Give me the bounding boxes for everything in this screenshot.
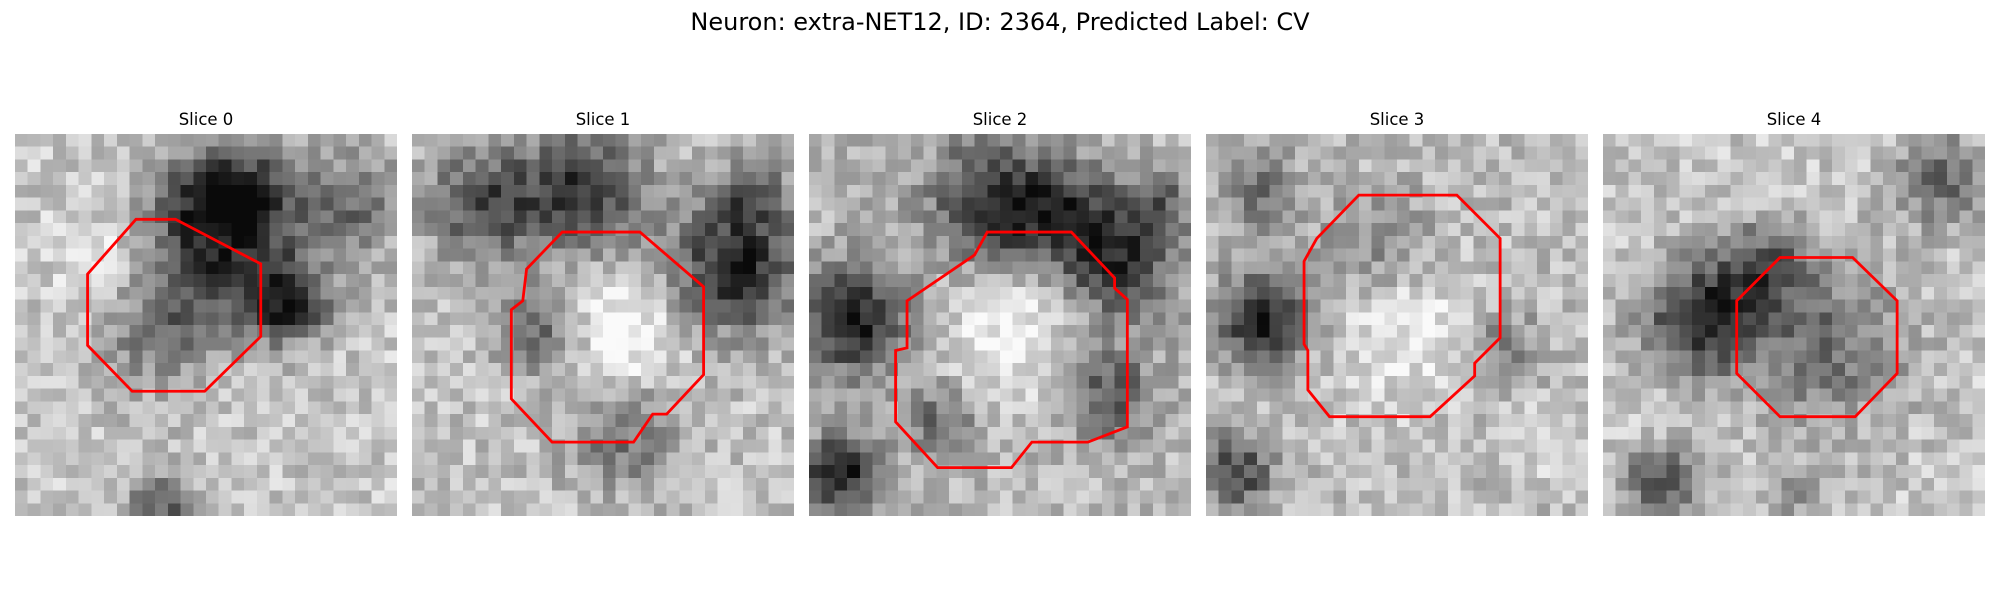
- slice-panel-1: Slice 1: [412, 110, 794, 516]
- slice-panel-0: Slice 0: [15, 110, 397, 516]
- slice-title-4: Slice 4: [1766, 110, 1822, 129]
- slice-panel-2: Slice 2: [809, 110, 1191, 516]
- slice-title-0: Slice 0: [178, 110, 234, 129]
- slice-image-0: [15, 134, 397, 516]
- segmentation-contour: [1302, 193, 1502, 419]
- slice-title-3: Slice 3: [1369, 110, 1425, 129]
- figure-title: Neuron: extra-NET12, ID: 2364, Predicted…: [690, 8, 1310, 36]
- segmentation-contour: [86, 217, 263, 393]
- slice-panel-4: Slice 4: [1603, 110, 1985, 516]
- slice-image-2: [809, 134, 1191, 516]
- segmentation-contour: [1735, 256, 1899, 419]
- slice-image-1: [412, 134, 794, 516]
- slice-title-2: Slice 2: [972, 110, 1028, 129]
- slice-image-4: [1603, 134, 1985, 516]
- slice-title-1: Slice 1: [575, 110, 631, 129]
- segmentation-contour: [509, 230, 705, 444]
- slice-panel-3: Slice 3: [1206, 110, 1588, 516]
- slice-image-3: [1206, 134, 1588, 516]
- segmentation-contour: [894, 230, 1129, 470]
